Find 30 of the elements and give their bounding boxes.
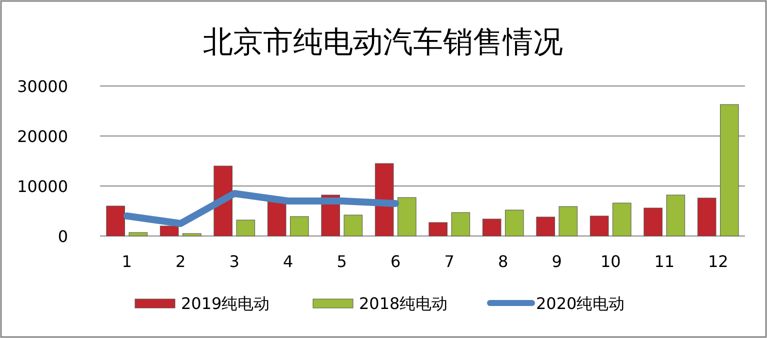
bar [374, 163, 394, 236]
bar [558, 206, 578, 236]
y-tick-label: 30000 [17, 77, 68, 96]
bar [267, 200, 286, 236]
bar [590, 216, 609, 236]
bar [536, 216, 555, 236]
bar [644, 208, 662, 236]
y-tick-label: 10000 [17, 177, 68, 196]
bar [697, 198, 716, 236]
bar [128, 232, 148, 236]
y-tick-label: 0 [58, 227, 68, 246]
bar [482, 218, 502, 236]
bar [428, 222, 448, 236]
bar [398, 197, 416, 236]
legend-label: 2020纯电动 [536, 294, 625, 313]
legend-label: 2019纯电动 [181, 294, 270, 313]
bar [160, 226, 179, 236]
bar [720, 104, 739, 236]
bar [344, 214, 363, 236]
bar [451, 212, 470, 236]
bar [236, 220, 256, 236]
bar [106, 206, 125, 236]
bar [505, 210, 524, 236]
bar [182, 233, 202, 236]
chart-title: 北京市纯电动汽车销售情况 [203, 25, 563, 60]
bar [666, 194, 686, 236]
bar [612, 202, 632, 236]
y-tick-label: 20000 [17, 127, 68, 146]
bar [290, 216, 309, 236]
legend-label: 2018纯电动 [359, 294, 448, 313]
